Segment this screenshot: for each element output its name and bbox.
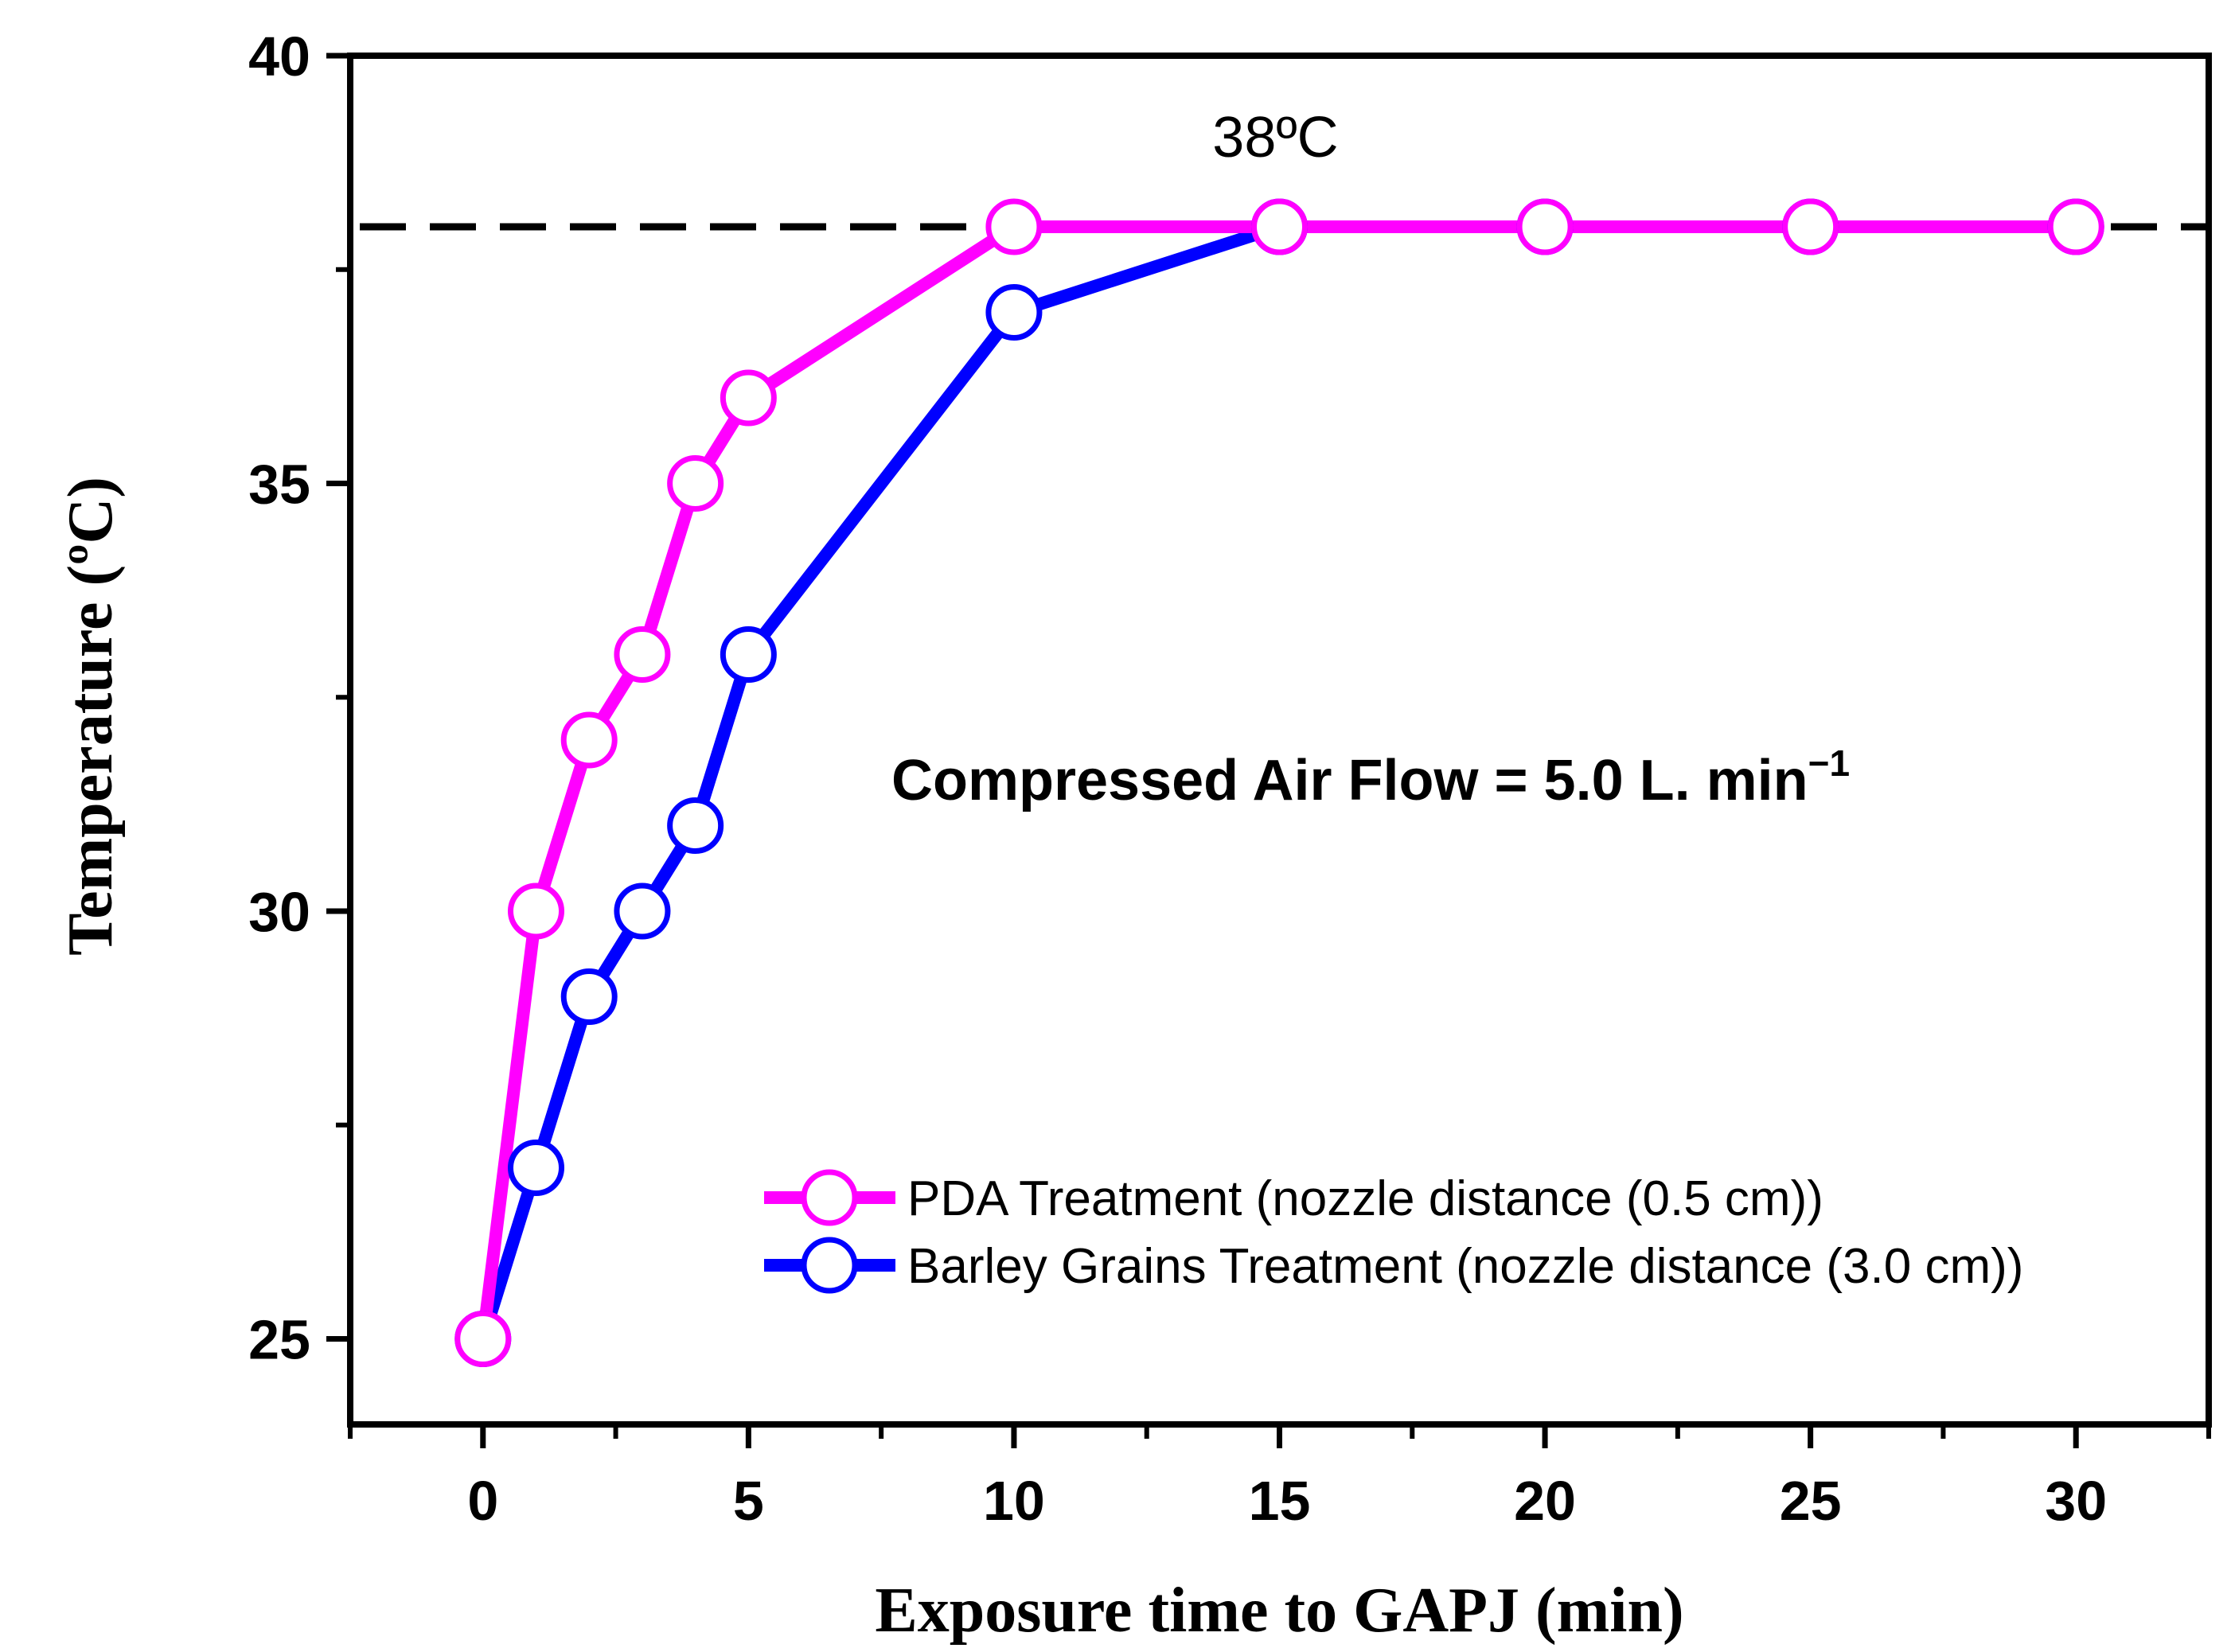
data-point-0 bbox=[454, 1311, 512, 1367]
y-tick-label: 25 bbox=[248, 1309, 310, 1371]
data-point-0 bbox=[720, 369, 777, 427]
legend: PDA Treatment (nozzle distance (0.5 cm))… bbox=[764, 1169, 2023, 1294]
x-tick-label: 5 bbox=[733, 1470, 764, 1532]
data-point-1 bbox=[508, 1140, 564, 1196]
x-tick-label: 25 bbox=[1780, 1470, 1842, 1532]
y-axis-title: Temperature (ºC) bbox=[56, 477, 126, 956]
data-point-0 bbox=[2047, 198, 2104, 255]
reference-line-label: 38ºC bbox=[1212, 106, 1338, 169]
legend-swatch-marker bbox=[801, 1169, 858, 1226]
data-point-0 bbox=[560, 711, 618, 769]
axis-tick-labels: 0 5 10 15 20 25 30 25 30 35 40 bbox=[248, 25, 2107, 1532]
data-point-1 bbox=[560, 968, 618, 1025]
data-point-0 bbox=[1782, 198, 1839, 255]
y-tick-label: 30 bbox=[248, 881, 310, 943]
data-point-1 bbox=[720, 626, 777, 683]
x-tick-label: 30 bbox=[2045, 1470, 2107, 1532]
data-point-0 bbox=[667, 455, 724, 512]
data-point-0 bbox=[614, 626, 671, 683]
y-tick-label: 40 bbox=[248, 25, 310, 88]
air-flow-annotation-text: Compressed Air Flow = 5.0 L. min bbox=[891, 749, 1808, 812]
legend-label: Barley Grains Treatment (nozzle distance… bbox=[907, 1239, 2023, 1294]
y-tick-label: 35 bbox=[248, 454, 310, 516]
legend-swatch-marker bbox=[801, 1237, 858, 1294]
x-tick-label: 20 bbox=[1514, 1470, 1576, 1532]
air-flow-annotation-superscript: −1 bbox=[1808, 742, 1850, 784]
x-tick-label: 0 bbox=[467, 1470, 498, 1532]
data-point-0 bbox=[1516, 198, 1574, 255]
data-point-1 bbox=[667, 797, 724, 854]
data-point-0 bbox=[985, 198, 1043, 255]
plot-frame bbox=[347, 53, 2212, 1428]
data-point-1 bbox=[614, 882, 671, 940]
data-point-0 bbox=[508, 882, 564, 940]
x-tick-label: 15 bbox=[1249, 1470, 1311, 1532]
x-axis-title: Exposure time to GAPJ (min) bbox=[875, 1576, 1683, 1646]
series-markers bbox=[454, 198, 2104, 1367]
data-point-0 bbox=[1251, 198, 1308, 255]
data-point-1 bbox=[985, 284, 1043, 341]
air-flow-annotation: Compressed Air Flow = 5.0 L. min−1 bbox=[891, 742, 1850, 812]
x-tick-label: 10 bbox=[983, 1470, 1045, 1532]
legend-label: PDA Treatment (nozzle distance (0.5 cm)) bbox=[907, 1171, 1823, 1226]
